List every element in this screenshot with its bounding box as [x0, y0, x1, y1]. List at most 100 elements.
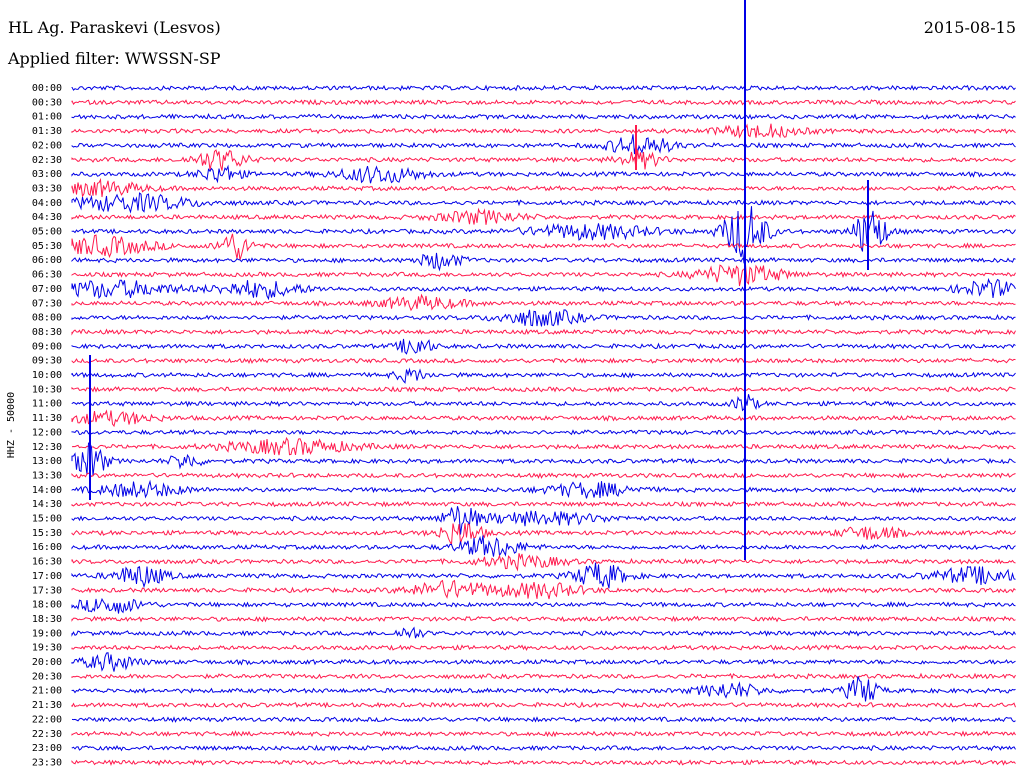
trace-row [71, 626, 1016, 639]
trace-row [71, 293, 1016, 312]
channel-label: HHZ - 50000 [6, 392, 17, 458]
trace-row [71, 233, 1016, 261]
tick-label: 04:00 [32, 198, 62, 209]
tick-label: 21:00 [32, 686, 62, 697]
tick-label: 15:30 [32, 528, 62, 539]
tick-label: 19:30 [32, 643, 62, 654]
trace-row [71, 252, 1016, 272]
trace-row [71, 597, 1016, 614]
tick-label: 09:30 [32, 356, 62, 367]
tick-label: 21:30 [32, 700, 62, 711]
tick-label: 10:30 [32, 384, 62, 395]
tick-label: 20:00 [32, 657, 62, 668]
trace-row [71, 562, 1016, 589]
tick-label: 17:30 [32, 585, 62, 596]
tick-label: 10:00 [32, 370, 62, 381]
trace-row [71, 264, 1016, 287]
trace-row [71, 149, 1016, 171]
trace-row [71, 744, 1016, 752]
tick-label: 14:00 [32, 485, 62, 496]
trace-row [71, 357, 1016, 365]
tick-label: 02:00 [32, 140, 62, 151]
trace-row [71, 164, 1016, 184]
tick-label: 08:00 [32, 313, 62, 324]
trace-row [71, 177, 1016, 198]
trace-row [71, 644, 1016, 652]
tick-label: 09:00 [32, 341, 62, 352]
trace-row [71, 113, 1016, 121]
trace-row [71, 506, 1016, 535]
trace-row [71, 207, 1016, 225]
tick-label: 18:30 [32, 614, 62, 625]
trace-row [71, 277, 1016, 301]
trace-row [71, 535, 1016, 557]
trace-row [71, 759, 1016, 767]
trace-row [71, 394, 1016, 412]
trace-row [71, 442, 1016, 477]
tick-label: 16:30 [32, 557, 62, 568]
trace-row [71, 338, 1016, 355]
tick-label: 12:00 [32, 427, 62, 438]
trace-row [71, 672, 1016, 680]
tick-label: 03:30 [32, 183, 62, 194]
tick-label: 00:30 [32, 97, 62, 108]
trace-row [71, 192, 1016, 214]
tick-label: 07:30 [32, 298, 62, 309]
tick-label: 15:00 [32, 514, 62, 525]
trace-row [71, 701, 1016, 709]
tick-label: 19:00 [32, 628, 62, 639]
tick-label: 06:30 [32, 270, 62, 281]
tick-label: 20:30 [32, 671, 62, 682]
time-tick-labels: 00:00 00:30 01:00 01:30 02:00 02:30 03:00 03:30… [32, 83, 62, 768]
tick-label: 00:00 [32, 83, 62, 94]
trace-row [71, 615, 1016, 623]
trace-row [71, 500, 1016, 508]
tick-label: 05:00 [32, 227, 62, 238]
tick-label: 17:00 [32, 571, 62, 582]
tick-label: 11:00 [32, 399, 62, 410]
trace-row [71, 409, 1016, 428]
tick-label: 13:00 [32, 456, 62, 467]
station-title: HL Ag. Paraskevi (Lesvos) [8, 18, 221, 37]
trace-row [71, 730, 1016, 738]
tick-label: 23:00 [32, 743, 62, 754]
trace-row [71, 84, 1016, 92]
trace-row [71, 472, 1016, 479]
tick-label: 04:30 [32, 212, 62, 223]
trace-row [71, 123, 1016, 139]
trace-row [71, 716, 1016, 723]
tick-label: 07:00 [32, 284, 62, 295]
tick-label: 06:00 [32, 255, 62, 266]
trace-row [71, 428, 1016, 436]
trace-row [71, 579, 1016, 600]
tick-label: 22:30 [32, 729, 62, 740]
filter-label: Applied filter: WWSSN-SP [8, 49, 221, 68]
trace-row [71, 553, 1016, 572]
tick-label: 18:00 [32, 600, 62, 611]
trace-row [71, 309, 1016, 327]
seismogram-traces [71, 0, 1016, 767]
tick-label: 08:30 [32, 327, 62, 338]
trace-row [71, 134, 1016, 155]
tick-label: 14:30 [32, 499, 62, 510]
trace-row [71, 367, 1016, 384]
trace-row [71, 385, 1016, 393]
trace-row [71, 652, 1016, 672]
trace-row [71, 98, 1016, 106]
tick-label: 22:00 [32, 714, 62, 725]
date-label: 2015-08-15 [923, 18, 1016, 37]
tick-label: 23:30 [32, 757, 62, 768]
trace-row [71, 436, 1016, 456]
tick-label: 01:30 [32, 126, 62, 137]
tick-label: 05:30 [32, 241, 62, 252]
tick-label: 12:30 [32, 442, 62, 453]
trace-row [71, 676, 1016, 702]
trace-row [71, 479, 1016, 499]
trace-row [71, 206, 1016, 264]
tick-label: 11:30 [32, 413, 62, 424]
trace-row [71, 523, 1016, 547]
tick-label: 16:00 [32, 542, 62, 553]
tick-label: 01:00 [32, 112, 62, 123]
trace-row [71, 328, 1016, 336]
